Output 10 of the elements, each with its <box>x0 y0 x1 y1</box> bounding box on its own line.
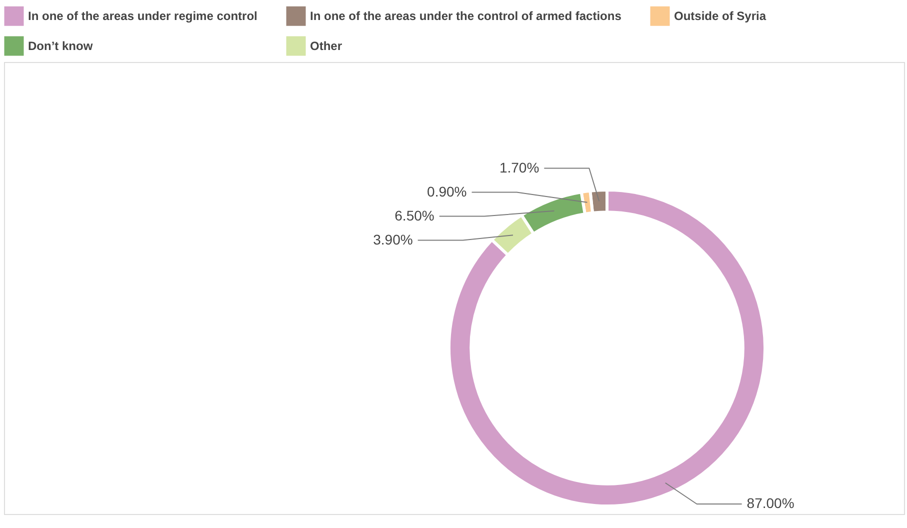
data-label: 1.70% <box>499 159 540 176</box>
legend-label: Other <box>310 39 342 53</box>
data-label: 0.90% <box>427 183 467 200</box>
data-label: 3.90% <box>373 231 413 248</box>
legend-label: In one of the areas under regime control <box>28 9 258 24</box>
legend-label: Don’t know <box>28 39 94 53</box>
legend-label: Outside of Syria <box>674 9 766 24</box>
legend-label: In one of the areas under the control of armed factions <box>310 9 622 24</box>
data-label: 87.00% <box>746 495 794 511</box>
data-label: 6.50% <box>394 207 434 224</box>
